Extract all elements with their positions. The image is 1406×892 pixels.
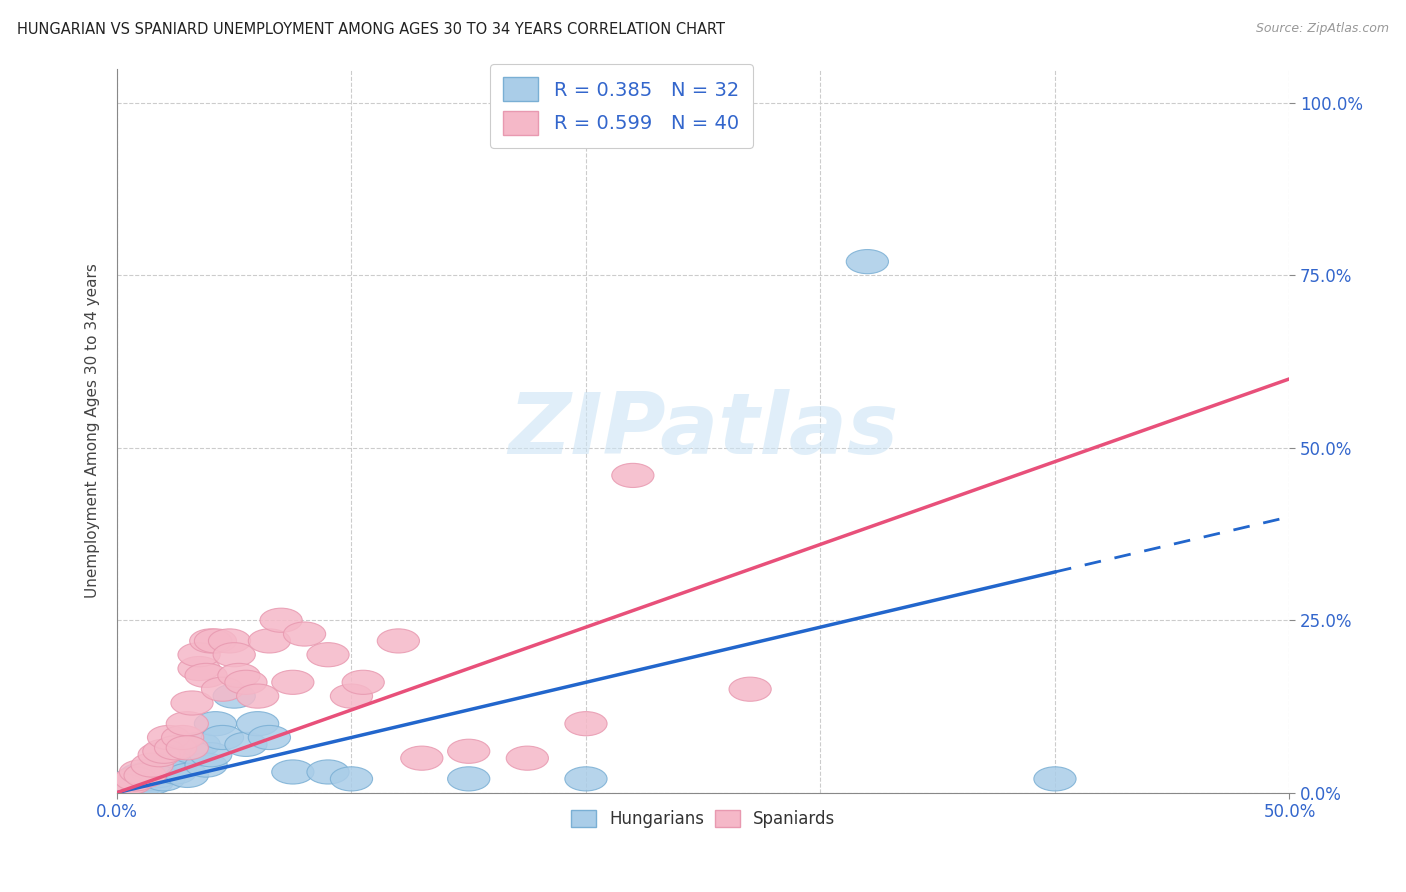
Ellipse shape bbox=[166, 712, 208, 736]
Ellipse shape bbox=[307, 642, 349, 667]
Ellipse shape bbox=[148, 756, 190, 780]
Ellipse shape bbox=[194, 712, 236, 736]
Ellipse shape bbox=[218, 664, 260, 688]
Ellipse shape bbox=[162, 725, 204, 749]
Ellipse shape bbox=[103, 773, 145, 797]
Ellipse shape bbox=[138, 743, 180, 767]
Ellipse shape bbox=[138, 764, 180, 788]
Ellipse shape bbox=[108, 770, 150, 795]
Ellipse shape bbox=[342, 670, 384, 694]
Ellipse shape bbox=[166, 764, 208, 788]
Ellipse shape bbox=[330, 767, 373, 791]
Ellipse shape bbox=[172, 739, 214, 764]
Ellipse shape bbox=[148, 725, 190, 749]
Ellipse shape bbox=[186, 753, 228, 777]
Ellipse shape bbox=[120, 764, 162, 788]
Ellipse shape bbox=[330, 684, 373, 708]
Ellipse shape bbox=[190, 629, 232, 653]
Ellipse shape bbox=[186, 664, 228, 688]
Ellipse shape bbox=[124, 764, 166, 788]
Ellipse shape bbox=[506, 746, 548, 770]
Ellipse shape bbox=[1033, 767, 1076, 791]
Ellipse shape bbox=[124, 767, 166, 791]
Ellipse shape bbox=[179, 657, 221, 681]
Ellipse shape bbox=[120, 773, 162, 797]
Ellipse shape bbox=[190, 743, 232, 767]
Ellipse shape bbox=[565, 712, 607, 736]
Ellipse shape bbox=[143, 739, 186, 764]
Legend: Hungarians, Spaniards: Hungarians, Spaniards bbox=[565, 804, 842, 835]
Ellipse shape bbox=[194, 629, 236, 653]
Ellipse shape bbox=[155, 760, 197, 784]
Ellipse shape bbox=[249, 725, 291, 749]
Ellipse shape bbox=[143, 767, 186, 791]
Ellipse shape bbox=[447, 767, 489, 791]
Ellipse shape bbox=[846, 250, 889, 274]
Ellipse shape bbox=[401, 746, 443, 770]
Ellipse shape bbox=[612, 463, 654, 488]
Ellipse shape bbox=[179, 642, 221, 667]
Ellipse shape bbox=[208, 629, 250, 653]
Ellipse shape bbox=[236, 712, 278, 736]
Text: ZIPatlas: ZIPatlas bbox=[508, 389, 898, 472]
Ellipse shape bbox=[131, 760, 173, 784]
Ellipse shape bbox=[565, 767, 607, 791]
Ellipse shape bbox=[201, 725, 243, 749]
Ellipse shape bbox=[214, 642, 256, 667]
Ellipse shape bbox=[131, 770, 173, 795]
Ellipse shape bbox=[201, 677, 243, 701]
Ellipse shape bbox=[225, 670, 267, 694]
Ellipse shape bbox=[284, 622, 326, 646]
Ellipse shape bbox=[271, 760, 314, 784]
Ellipse shape bbox=[103, 773, 145, 797]
Ellipse shape bbox=[214, 684, 256, 708]
Ellipse shape bbox=[115, 767, 157, 791]
Ellipse shape bbox=[110, 770, 152, 795]
Ellipse shape bbox=[307, 760, 349, 784]
Ellipse shape bbox=[172, 691, 214, 715]
Ellipse shape bbox=[143, 753, 186, 777]
Text: HUNGARIAN VS SPANIARD UNEMPLOYMENT AMONG AGES 30 TO 34 YEARS CORRELATION CHART: HUNGARIAN VS SPANIARD UNEMPLOYMENT AMONG… bbox=[17, 22, 725, 37]
Ellipse shape bbox=[447, 739, 489, 764]
Ellipse shape bbox=[271, 670, 314, 694]
Ellipse shape bbox=[249, 629, 291, 653]
Ellipse shape bbox=[179, 732, 221, 756]
Ellipse shape bbox=[120, 760, 162, 784]
Text: Source: ZipAtlas.com: Source: ZipAtlas.com bbox=[1256, 22, 1389, 36]
Ellipse shape bbox=[728, 677, 772, 701]
Ellipse shape bbox=[236, 684, 278, 708]
Ellipse shape bbox=[162, 746, 204, 770]
Ellipse shape bbox=[260, 608, 302, 632]
Ellipse shape bbox=[131, 753, 173, 777]
Ellipse shape bbox=[166, 736, 208, 760]
Y-axis label: Unemployment Among Ages 30 to 34 years: Unemployment Among Ages 30 to 34 years bbox=[86, 263, 100, 598]
Ellipse shape bbox=[225, 732, 267, 756]
Ellipse shape bbox=[155, 736, 197, 760]
Ellipse shape bbox=[115, 767, 157, 791]
Ellipse shape bbox=[377, 629, 419, 653]
